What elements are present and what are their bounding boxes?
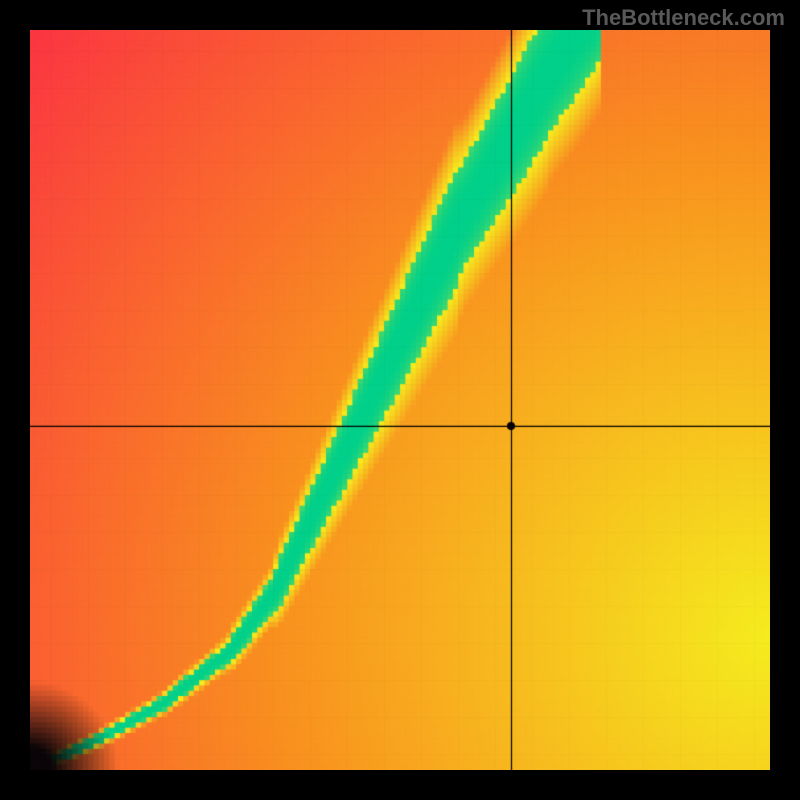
- bottleneck-heatmap: [30, 30, 770, 770]
- watermark-text: TheBottleneck.com: [582, 5, 785, 31]
